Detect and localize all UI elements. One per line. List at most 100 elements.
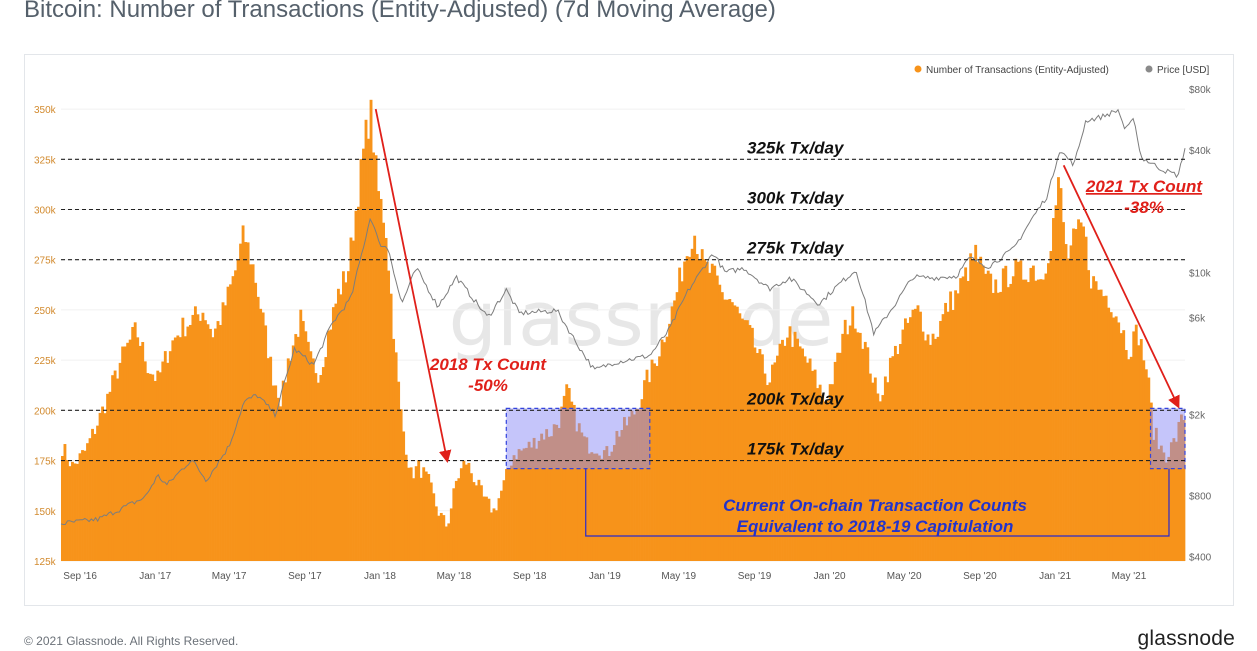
tx-bar: [442, 515, 446, 561]
tx-bar: [500, 490, 503, 561]
tx-bar: [700, 249, 704, 561]
tx-bar: [740, 318, 744, 561]
annotation-2021-pct: -38%: [1124, 198, 1164, 217]
tx-bar: [402, 431, 406, 561]
tx-bar: [354, 210, 358, 561]
tx-bar: [640, 399, 644, 561]
tx-bar: [78, 453, 82, 561]
tx-bar: [668, 323, 672, 561]
tx-bar: [648, 382, 651, 561]
tx-bar: [748, 325, 752, 561]
page-title: Bitcoin: Number of Transactions (Entity-…: [24, 0, 776, 23]
tx-bar: [487, 498, 491, 561]
tx-bar: [128, 339, 132, 561]
tx-bar: [537, 440, 541, 561]
glassnode-logo: glassnode: [1137, 627, 1235, 650]
tx-bar: [793, 331, 797, 561]
tx-bar: [1149, 402, 1153, 561]
tx-bar: [304, 331, 308, 561]
tx-bar: [919, 311, 922, 561]
tx-bar: [1164, 462, 1168, 561]
tx-bar: [1062, 222, 1065, 561]
tx-bar: [73, 463, 77, 561]
tx-bar: [771, 364, 774, 561]
tx-bar: [101, 406, 104, 561]
tx-bar: [447, 523, 451, 561]
tx-bar: [989, 273, 993, 561]
tx-bar: [467, 462, 471, 561]
tx-bar: [1034, 280, 1038, 561]
tx-bar: [542, 439, 546, 561]
tx-bar: [577, 423, 581, 561]
x-tick-label: Sep '20: [963, 571, 997, 582]
tx-bar: [612, 445, 616, 561]
tx-bar: [555, 424, 559, 561]
tx-bar: [723, 299, 727, 561]
x-tick-label: Jan '19: [589, 571, 621, 582]
tx-bar: [843, 319, 847, 561]
x-tick-label: Sep '16: [63, 571, 97, 582]
y-left-tick-label: 250k: [34, 306, 57, 317]
tx-bar: [733, 305, 737, 561]
tx-bar: [725, 299, 729, 561]
y-left-tick-label: 325k: [34, 155, 57, 166]
tx-bar: [168, 351, 172, 561]
tx-bar: [760, 354, 764, 561]
tx-bar: [404, 454, 408, 561]
tx-bar: [1006, 287, 1010, 561]
tx-bar: [886, 382, 890, 561]
tx-bar: [944, 302, 947, 561]
tx-bar: [1057, 177, 1060, 561]
y-right-tick-label: $40k: [1189, 146, 1212, 157]
tx-bar: [1122, 330, 1126, 561]
tx-bar: [705, 261, 709, 561]
tx-bar: [1157, 449, 1161, 561]
y-left-tick-label: 225k: [34, 356, 57, 367]
tx-bar: [979, 256, 983, 561]
tx-bar: [399, 409, 403, 561]
tx-bar: [991, 292, 995, 561]
copyright-text: © 2021 Glassnode. All Rights Reserved.: [24, 634, 239, 648]
tx-bar: [916, 305, 920, 561]
tx-bar: [828, 384, 832, 561]
tx-bar: [469, 473, 473, 561]
tx-bar: [1064, 244, 1068, 562]
tx-bar: [1074, 229, 1078, 562]
tx-bar: [437, 515, 441, 561]
tx-bar: [866, 347, 870, 561]
tx-bar: [954, 290, 958, 561]
tx-bar: [432, 493, 436, 561]
tx-bar: [924, 340, 927, 561]
tx-bar: [462, 460, 466, 561]
tx-bar: [133, 322, 137, 561]
tx-bar: [685, 256, 689, 561]
tx-bar: [783, 345, 787, 561]
tx-bar: [1004, 265, 1008, 561]
tx-bar: [214, 328, 217, 561]
tx-bar: [803, 356, 807, 561]
tx-bar: [766, 385, 769, 561]
tx-bar: [567, 388, 571, 561]
tx-bar: [226, 286, 230, 561]
tx-bar: [788, 326, 792, 561]
tx-bar: [786, 337, 789, 561]
capitulation-box: [1149, 407, 1186, 470]
tx-bar: [572, 404, 576, 561]
tx-bar: [188, 324, 192, 561]
tx-bar: [249, 264, 253, 561]
tx-bar: [151, 374, 155, 561]
tx-bar: [1052, 218, 1055, 561]
tx-bar: [171, 340, 175, 561]
tx-bar: [259, 308, 263, 561]
tx-bar: [520, 450, 523, 561]
tx-bar: [545, 429, 549, 561]
y-left-tick-label: 175k: [34, 457, 57, 468]
tx-bar: [1084, 236, 1088, 561]
tx-bar: [88, 438, 92, 561]
tx-bar: [186, 326, 190, 561]
tx-bar: [981, 265, 985, 561]
tx-bar: [474, 485, 478, 561]
tx-bar: [364, 119, 368, 561]
y-left-tick-label: 150k: [34, 507, 57, 518]
tx-bar: [540, 433, 544, 561]
